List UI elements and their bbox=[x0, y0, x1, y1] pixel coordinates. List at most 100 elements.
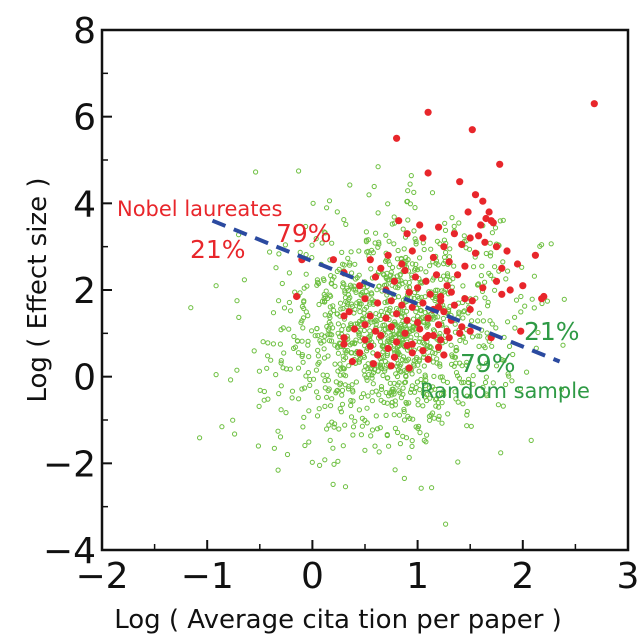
random-sample-point bbox=[401, 417, 408, 423]
random-sample-point bbox=[326, 338, 333, 344]
divider-line bbox=[211, 218, 561, 364]
random-sample-point bbox=[373, 388, 379, 394]
random-sample-point bbox=[451, 354, 457, 360]
random-sample-point bbox=[300, 315, 307, 321]
random-sample-point bbox=[531, 273, 538, 279]
nobel-laureate-point bbox=[403, 230, 411, 238]
random-sample-point bbox=[375, 210, 381, 216]
nobel-laureate-point bbox=[498, 264, 506, 272]
random-sample-point bbox=[319, 298, 325, 304]
random-sample-point bbox=[386, 393, 392, 399]
nobel-laureate-point bbox=[445, 258, 453, 266]
random-sample-point bbox=[326, 325, 332, 331]
nobel-laureate-point bbox=[393, 338, 401, 346]
nobel-laureate-point bbox=[466, 327, 474, 335]
random-sample-point bbox=[320, 372, 326, 378]
random-sample-point bbox=[376, 241, 382, 247]
random-sample-point bbox=[432, 350, 438, 356]
random-sample-point bbox=[373, 311, 379, 317]
random-sample-point bbox=[302, 385, 308, 391]
nobel-laureate-point bbox=[437, 336, 445, 344]
random-sample-point bbox=[403, 279, 409, 285]
annotation-random-label: Random sample bbox=[420, 379, 590, 403]
random-sample-point bbox=[376, 392, 382, 398]
random-sample-point bbox=[305, 370, 311, 376]
random-sample-point bbox=[418, 294, 425, 300]
random-sample-point bbox=[345, 326, 352, 333]
nobel-laureate-point bbox=[492, 243, 501, 251]
random-sample-point bbox=[337, 406, 343, 412]
random-sample-point bbox=[476, 343, 482, 349]
random-sample-point bbox=[443, 521, 449, 527]
nobel-laureate-point bbox=[366, 256, 374, 264]
nobel-laureate-point bbox=[419, 347, 427, 355]
random-sample-point bbox=[456, 375, 462, 381]
random-sample-point bbox=[362, 447, 368, 453]
random-sample-point bbox=[439, 420, 445, 426]
random-sample-point bbox=[287, 366, 293, 372]
random-sample-point bbox=[273, 265, 279, 271]
random-sample-point bbox=[404, 308, 410, 314]
random-sample-point bbox=[298, 320, 304, 326]
random-sample-point bbox=[447, 278, 453, 284]
random-sample-point bbox=[346, 296, 352, 302]
random-sample-point bbox=[321, 229, 327, 235]
random-sample-point bbox=[376, 239, 382, 245]
random-sample-point bbox=[398, 395, 404, 401]
random-sample-point bbox=[435, 314, 441, 320]
random-sample-point bbox=[417, 255, 423, 261]
y-tick-label: −4 bbox=[43, 531, 96, 572]
random-sample-point bbox=[289, 388, 296, 394]
nobel-laureate-point bbox=[361, 321, 369, 329]
nobel-laureate-point bbox=[416, 221, 424, 229]
random-sample-point bbox=[330, 325, 336, 331]
random-sample-point bbox=[389, 392, 395, 398]
random-sample-point bbox=[460, 335, 466, 341]
nobel-laureate-point bbox=[371, 327, 380, 335]
random-sample-point bbox=[460, 315, 466, 321]
random-sample-point bbox=[398, 322, 404, 328]
random-sample-point bbox=[291, 345, 297, 351]
random-sample-point bbox=[376, 449, 382, 455]
random-sample-point bbox=[425, 321, 431, 328]
random-sample-point bbox=[529, 296, 535, 302]
random-sample-point bbox=[358, 327, 364, 333]
random-sample-point bbox=[322, 403, 328, 409]
nobel-laureate-point bbox=[329, 256, 337, 264]
random-sample-point bbox=[464, 393, 470, 399]
random-sample-point bbox=[469, 318, 475, 324]
nobel-laureate-point bbox=[408, 247, 416, 255]
nobel-laureate-point bbox=[356, 282, 364, 290]
random-sample-point bbox=[373, 413, 379, 419]
random-sample-point bbox=[531, 305, 537, 311]
random-sample-point bbox=[449, 361, 455, 367]
nobel-laureate-point bbox=[366, 312, 374, 320]
random-sample-point bbox=[268, 357, 274, 363]
random-sample-point bbox=[399, 357, 406, 363]
random-sample-point bbox=[429, 485, 435, 491]
random-sample-point bbox=[459, 380, 465, 386]
random-sample-point bbox=[369, 398, 375, 404]
random-sample-point bbox=[328, 273, 334, 279]
y-tick-label: 8 bbox=[73, 11, 96, 52]
random-sample-point bbox=[342, 382, 348, 388]
random-sample-point bbox=[484, 360, 490, 366]
random-sample-point bbox=[445, 411, 451, 417]
random-sample-point bbox=[512, 314, 518, 320]
random-sample-point bbox=[397, 441, 403, 447]
random-sample-point bbox=[265, 396, 271, 402]
random-sample-point bbox=[322, 299, 328, 305]
nobel-laureate-point bbox=[398, 260, 406, 268]
random-sample-point bbox=[236, 314, 242, 320]
random-sample-point bbox=[422, 383, 428, 389]
nobel-laureate-point bbox=[482, 214, 490, 223]
random-sample-point bbox=[280, 365, 286, 371]
random-sample-point bbox=[484, 330, 490, 336]
random-sample-point bbox=[338, 306, 344, 312]
nobel-laureate-point bbox=[485, 208, 493, 216]
random-sample-point bbox=[313, 367, 319, 373]
random-sample-point bbox=[363, 229, 369, 235]
random-sample-point bbox=[310, 376, 317, 382]
nobel-laureate-point bbox=[371, 273, 380, 281]
